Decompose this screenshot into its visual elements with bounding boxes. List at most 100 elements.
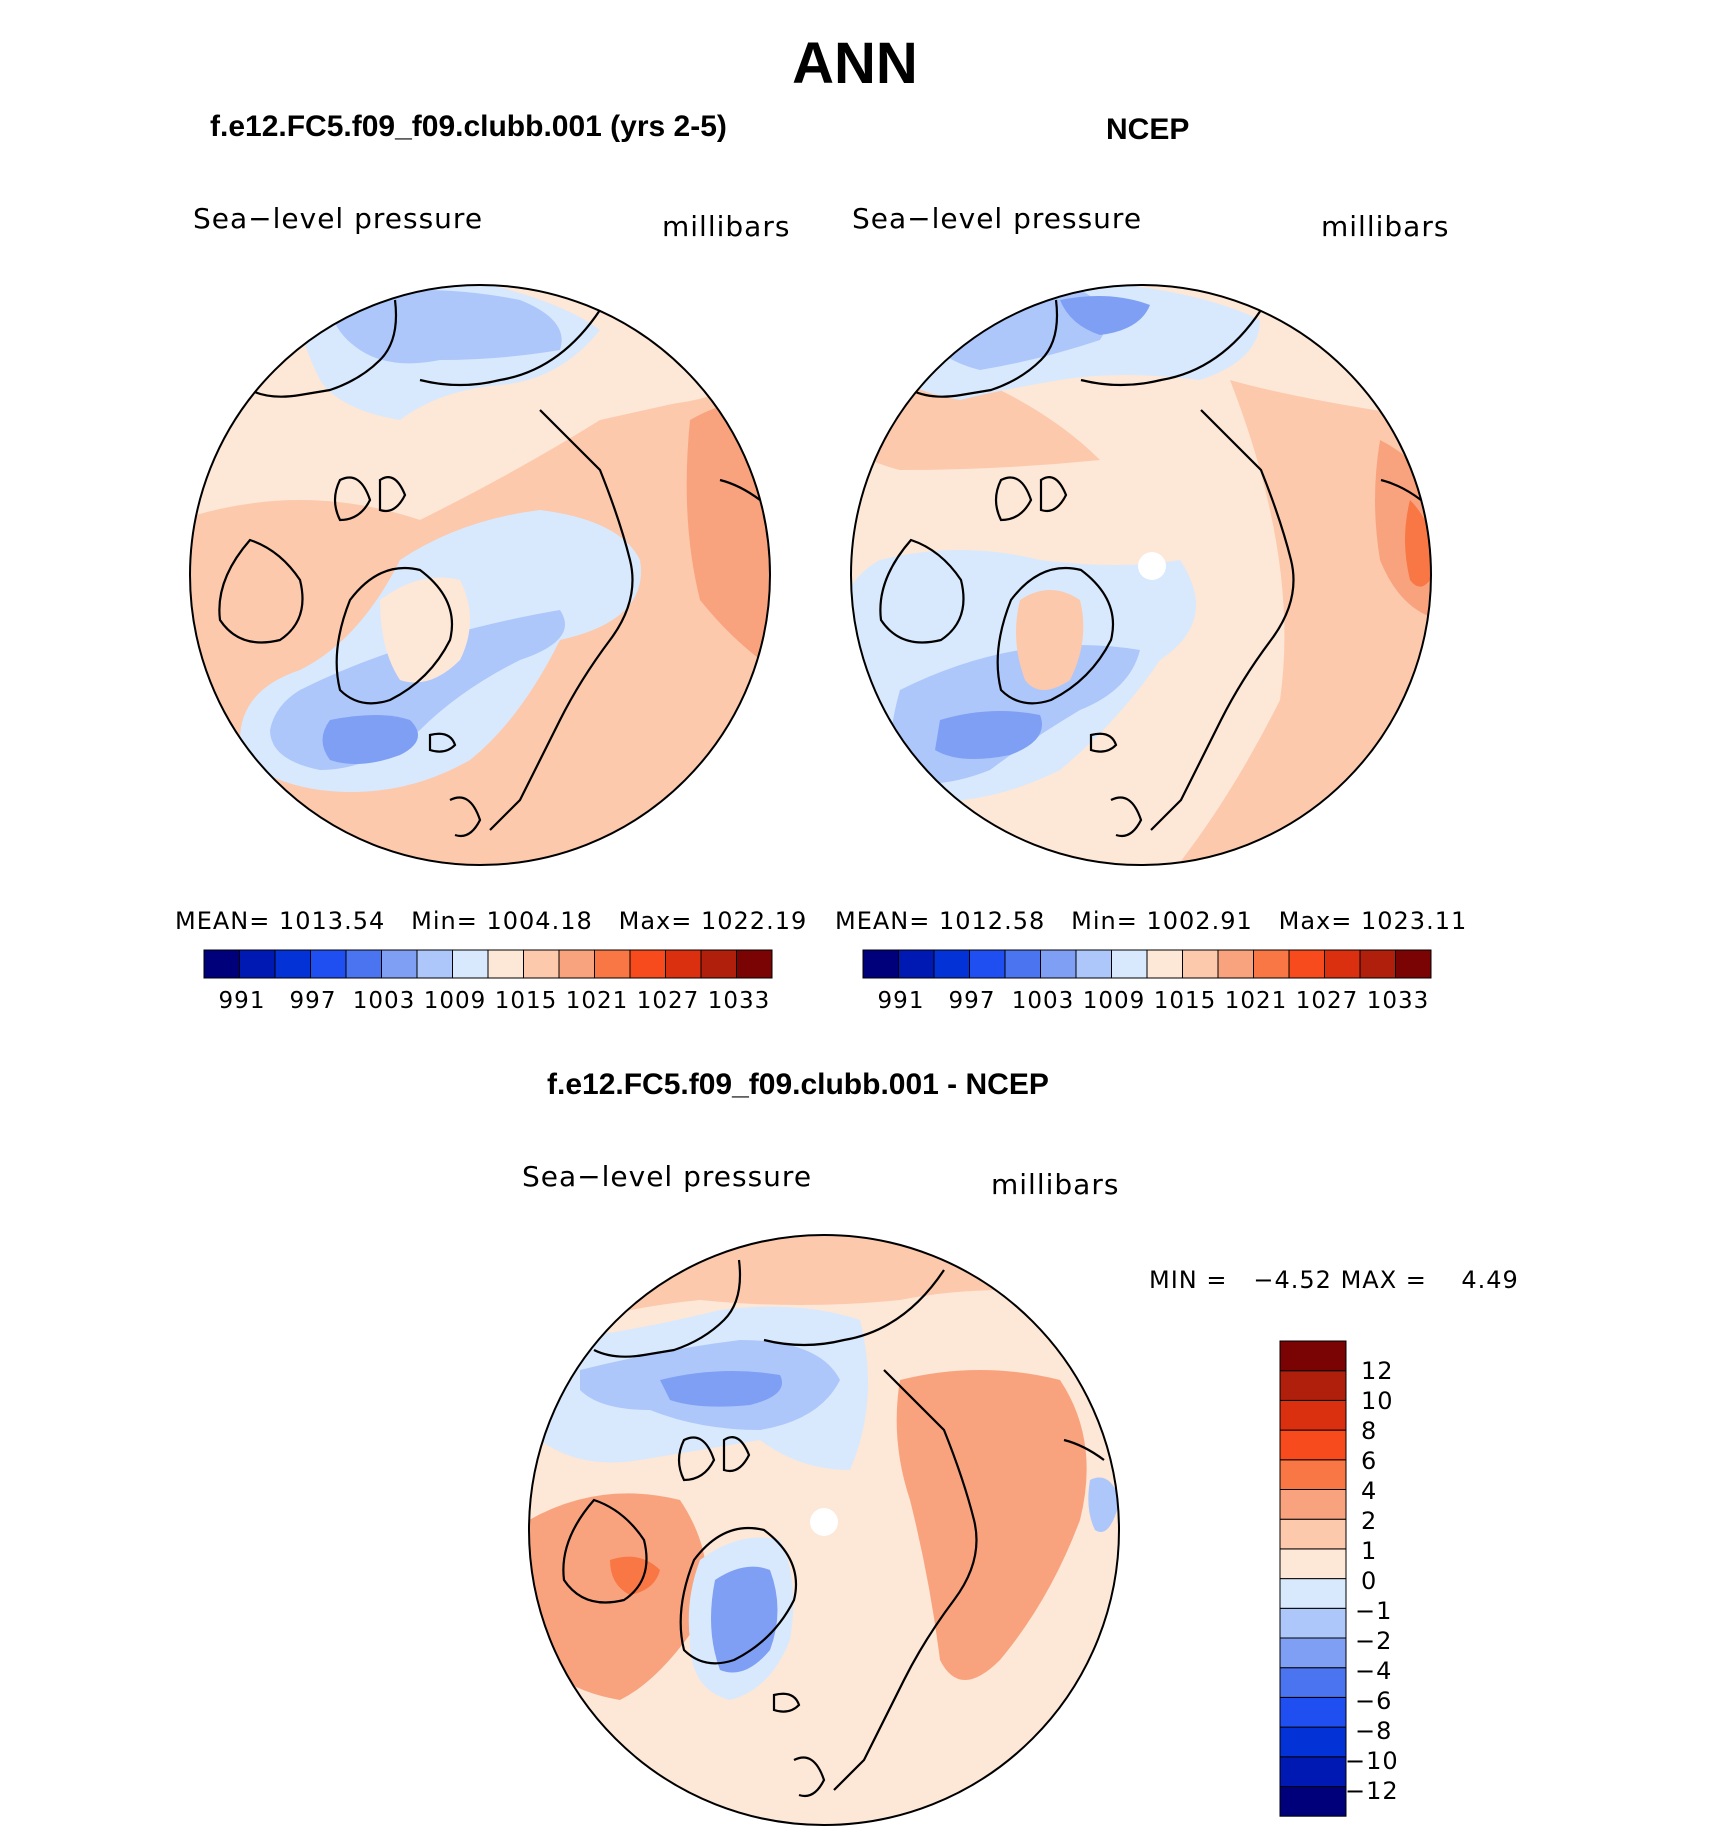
panel1-title: f.e12.FC5.f09_f09.clubb.001 (yrs 2-5) xyxy=(210,110,727,143)
map1-polar-plot xyxy=(190,285,770,865)
cbar3-swatch-11 xyxy=(1279,1459,1347,1491)
map2-coastlines xyxy=(879,299,1422,838)
cbar3-tick: −4 xyxy=(1355,1657,1393,1685)
cbar1-tick: 1009 xyxy=(423,988,487,1014)
cbar1-swatch-12 xyxy=(629,949,666,979)
map3-pole-missing xyxy=(810,1508,838,1536)
cbar2-tick: 1033 xyxy=(1366,988,1430,1014)
cbar1-swatch-6 xyxy=(416,949,453,979)
cbar2-tick: 1009 xyxy=(1082,988,1146,1014)
cbar2-swatch-4 xyxy=(1004,949,1041,979)
cbar1-swatch-15 xyxy=(736,949,773,979)
cbar2-swatch-0 xyxy=(862,949,899,979)
cbar1-tick: 1015 xyxy=(494,988,558,1014)
cbar3-swatch-9 xyxy=(1279,1518,1347,1550)
cbar3-swatch-0 xyxy=(1279,1786,1347,1817)
map3-boundary xyxy=(528,1234,1120,1826)
panel3-units-label: millibars xyxy=(991,1168,1120,1201)
cbar2-swatch-2 xyxy=(933,949,970,979)
panel2-variable-label: Sea−level pressure xyxy=(852,202,1143,235)
main-title: ANN xyxy=(792,31,918,96)
map3-contour-4-right xyxy=(896,1370,1087,1680)
map3-greenland-neg4 xyxy=(711,1566,778,1673)
cbar3-tick: −6 xyxy=(1355,1687,1393,1715)
cbar1-swatch-11 xyxy=(594,949,631,979)
map1-icelandic-low xyxy=(322,715,418,764)
cbar1-swatch-0 xyxy=(203,949,240,979)
cbar3-swatch-5 xyxy=(1279,1637,1347,1669)
cbar2-swatch-8 xyxy=(1146,949,1183,979)
cbar2-swatch-15 xyxy=(1395,949,1432,979)
cbar3-tick: −10 xyxy=(1345,1747,1399,1775)
panel2-units-label: millibars xyxy=(1321,210,1450,243)
map1-boundary xyxy=(189,284,771,866)
cbar3-tick: −12 xyxy=(1345,1777,1399,1805)
panel3-stats: MIN = −4.52 MAX = 4.49 xyxy=(1149,1266,1519,1294)
cbar1-swatch-3 xyxy=(310,949,347,979)
map2-boundary xyxy=(850,284,1432,866)
cbar2-tick: 1021 xyxy=(1224,988,1288,1014)
cbar1-tick: 997 xyxy=(289,988,337,1014)
cbar2-swatch-11 xyxy=(1253,949,1290,979)
map2-aleutian-low xyxy=(1060,296,1150,335)
cbar3-tick: 2 xyxy=(1361,1507,1378,1535)
cbar2-tick: 1003 xyxy=(1011,988,1075,1014)
panel2-title: NCEP xyxy=(1106,113,1190,146)
map3-contour-4-canada xyxy=(529,1493,707,1700)
map2-icelandic-low xyxy=(935,711,1042,759)
panel2-colorbar xyxy=(862,949,1432,979)
cbar3-tick: 10 xyxy=(1361,1387,1394,1415)
cbar3-swatch-2 xyxy=(1279,1726,1347,1758)
map2-contour-1024 xyxy=(1405,500,1431,587)
panel2-stats: MEAN= 1012.58 Min= 1002.91 Max= 1023.11 xyxy=(835,907,1468,935)
panel1-units-label: millibars xyxy=(662,210,791,243)
cbar1-tick: 1027 xyxy=(636,988,700,1014)
cbar1-swatch-13 xyxy=(665,949,702,979)
map3-contour-neg2-right xyxy=(1088,1477,1119,1532)
cbar2-swatch-14 xyxy=(1359,949,1396,979)
cbar2-tick: 997 xyxy=(948,988,996,1014)
map2-greenland-high xyxy=(1016,590,1084,690)
cbar3-swatch-3 xyxy=(1279,1696,1347,1728)
cbar2-swatch-5 xyxy=(1040,949,1077,979)
cbar1-swatch-10 xyxy=(558,949,595,979)
cbar1-swatch-5 xyxy=(381,949,418,979)
cbar2-swatch-3 xyxy=(969,949,1006,979)
cbar2-swatch-12 xyxy=(1288,949,1325,979)
map3-contour-neg1-bottom xyxy=(1040,1713,1119,1825)
map1-canada-high xyxy=(200,568,323,668)
map3-contour-neg4-top xyxy=(660,1371,782,1407)
cbar3-swatch-10 xyxy=(1279,1489,1347,1520)
cbar3-swatch-1 xyxy=(1279,1756,1347,1788)
cbar3-tick: −2 xyxy=(1355,1627,1393,1655)
map1-coastlines xyxy=(218,299,761,838)
cbar3-swatch-6 xyxy=(1279,1607,1347,1639)
cbar1-swatch-14 xyxy=(700,949,737,979)
cbar2-tick: 991 xyxy=(877,988,925,1014)
map1-contour-1009 xyxy=(330,290,562,364)
panel1-variable-label: Sea−level pressure xyxy=(193,202,484,235)
cbar1-tick: 1003 xyxy=(352,988,416,1014)
cbar2-swatch-10 xyxy=(1217,949,1254,979)
cbar3-tick: 4 xyxy=(1361,1477,1378,1505)
cbar2-swatch-1 xyxy=(898,949,935,979)
cbar2-swatch-13 xyxy=(1324,949,1361,979)
map3-coastlines xyxy=(562,1259,1105,1798)
cbar2-swatch-7 xyxy=(1111,949,1148,979)
panel1-colorbar xyxy=(203,949,773,979)
cbar3-swatch-13 xyxy=(1279,1399,1347,1431)
cbar1-swatch-9 xyxy=(523,949,560,979)
cbar3-swatch-12 xyxy=(1279,1429,1347,1461)
cbar1-swatch-4 xyxy=(345,949,382,979)
cbar1-tick: 991 xyxy=(218,988,266,1014)
cbar3-swatch-4 xyxy=(1279,1667,1347,1698)
cbar3-tick: 12 xyxy=(1361,1357,1394,1385)
map3-polar-plot xyxy=(529,1235,1119,1825)
map3-contour-6-canada xyxy=(610,1556,660,1595)
cbar1-swatch-2 xyxy=(274,949,311,979)
cbar3-tick: 6 xyxy=(1361,1447,1378,1475)
cbar3-tick: −1 xyxy=(1355,1597,1393,1625)
cbar1-tick: 1021 xyxy=(565,988,629,1014)
cbar2-swatch-9 xyxy=(1182,949,1219,979)
